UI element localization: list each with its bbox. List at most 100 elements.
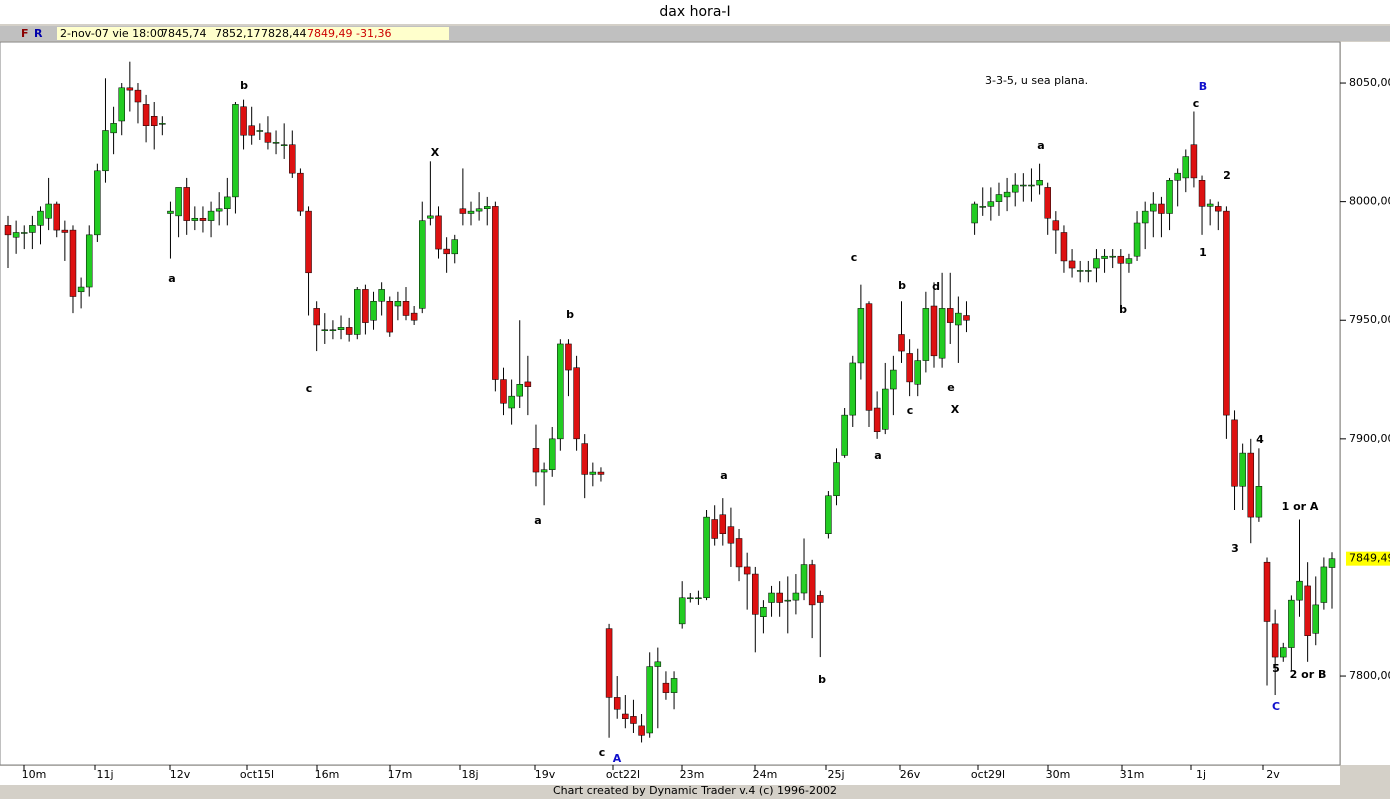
candle-body: [1296, 580, 1303, 601]
candle-body: [1320, 566, 1328, 603]
candle-body: [435, 215, 442, 250]
info-close: 7849,49: [307, 27, 353, 40]
candle-body: [134, 89, 142, 103]
candle-body: [906, 353, 913, 383]
flag[interactable]: R: [34, 27, 43, 40]
x-tick-label: 2v: [1266, 768, 1280, 781]
candle-body: [191, 217, 199, 221]
candle-body: [540, 469, 548, 473]
x-tick-label: 18j: [461, 768, 478, 781]
candle-body: [53, 203, 60, 231]
candle-body: [565, 343, 572, 371]
candle-body: [159, 123, 166, 125]
candle-body: [573, 367, 580, 440]
candle-body: [483, 206, 491, 210]
candle-body: [808, 564, 816, 606]
wave-label: A: [613, 752, 622, 765]
candle-body: [443, 248, 450, 255]
candle-body: [597, 471, 605, 475]
wave-label: a: [168, 272, 175, 285]
candle-body: [703, 516, 710, 599]
candle-body: [1011, 184, 1019, 193]
candle-body: [654, 661, 662, 667]
footer: Chart created by Dynamic Trader v.4 (c) …: [553, 784, 837, 797]
y-axis-area: [1341, 42, 1390, 765]
wave-label: c: [851, 251, 858, 264]
candle-body: [833, 462, 840, 497]
candle-body: [662, 682, 670, 693]
candle-body: [792, 592, 800, 601]
candle-body: [272, 142, 280, 144]
candle-body: [354, 289, 361, 335]
x-tick-label: 10m: [22, 768, 47, 781]
candle-body: [402, 301, 410, 316]
candle-body: [727, 526, 735, 544]
candle-body: [955, 312, 962, 326]
wave-label: b: [1119, 303, 1127, 316]
candle-body: [817, 595, 824, 603]
last-price-label: 7849,49: [1349, 552, 1390, 565]
flag[interactable]: F: [21, 27, 29, 40]
x-axis-area: [0, 766, 1340, 785]
candle-body: [337, 327, 345, 330]
candle-body: [118, 87, 125, 122]
candle-body: [735, 538, 743, 568]
x-tick-label: 12v: [170, 768, 191, 781]
candle-body: [102, 130, 109, 172]
candle-body: [1247, 452, 1255, 518]
candle-body: [630, 716, 637, 724]
candle-body: [240, 106, 247, 136]
candle-body: [94, 170, 101, 236]
wave-label: 3-3-5, u sea plana.: [985, 74, 1088, 87]
wave-label: 2: [1223, 169, 1231, 182]
candle-body: [264, 132, 272, 143]
candle-body: [678, 597, 686, 625]
candle-body: [362, 289, 369, 323]
candle-body: [516, 384, 523, 397]
x-tick-label: oct22l: [606, 768, 640, 781]
wave-label: b: [898, 279, 906, 292]
candle-body: [1060, 232, 1068, 262]
candle-body: [1101, 255, 1108, 259]
candle-body: [784, 599, 792, 602]
candle-body: [500, 379, 507, 404]
candle-body: [1223, 210, 1230, 416]
candle-body: [1150, 203, 1157, 212]
candle-body: [378, 289, 385, 302]
candle-body: [1076, 270, 1084, 272]
candle-body: [459, 208, 467, 214]
candle-body: [1003, 191, 1011, 198]
candle-body: [1174, 172, 1181, 181]
wave-label: b: [240, 79, 248, 92]
candle-body: [930, 305, 938, 357]
candle-body: [183, 187, 190, 221]
candle-body: [167, 210, 174, 214]
candle-body: [581, 443, 588, 475]
candle-body: [427, 215, 434, 219]
candle-body: [1255, 486, 1263, 518]
candle-body: [451, 239, 458, 255]
candle-body: [857, 308, 865, 364]
candle-body: [670, 678, 678, 693]
candle-body: [922, 308, 930, 361]
candle-body: [419, 220, 426, 309]
candle-body: [345, 327, 353, 335]
x-tick-label: 23m: [680, 768, 705, 781]
candle-body: [12, 232, 20, 238]
candle-body: [232, 104, 239, 198]
x-tick-label: 30m: [1046, 768, 1071, 781]
wave-label: 5: [1272, 662, 1280, 675]
candle-body: [752, 573, 759, 615]
candle-body: [622, 713, 629, 719]
candle-body: [646, 666, 653, 734]
x-tick-label: oct29l: [971, 768, 1005, 781]
wave-label: c: [907, 404, 914, 417]
candle-body: [1215, 206, 1222, 212]
candle-body: [557, 343, 564, 440]
candle-body: [898, 334, 905, 352]
info-date: 2-nov-07 vie 18:00: [60, 27, 164, 40]
x-tick-label: oct15l: [240, 768, 274, 781]
wave-label: B: [1199, 80, 1207, 93]
wave-label: e: [947, 381, 954, 394]
candle-body: [297, 172, 304, 212]
